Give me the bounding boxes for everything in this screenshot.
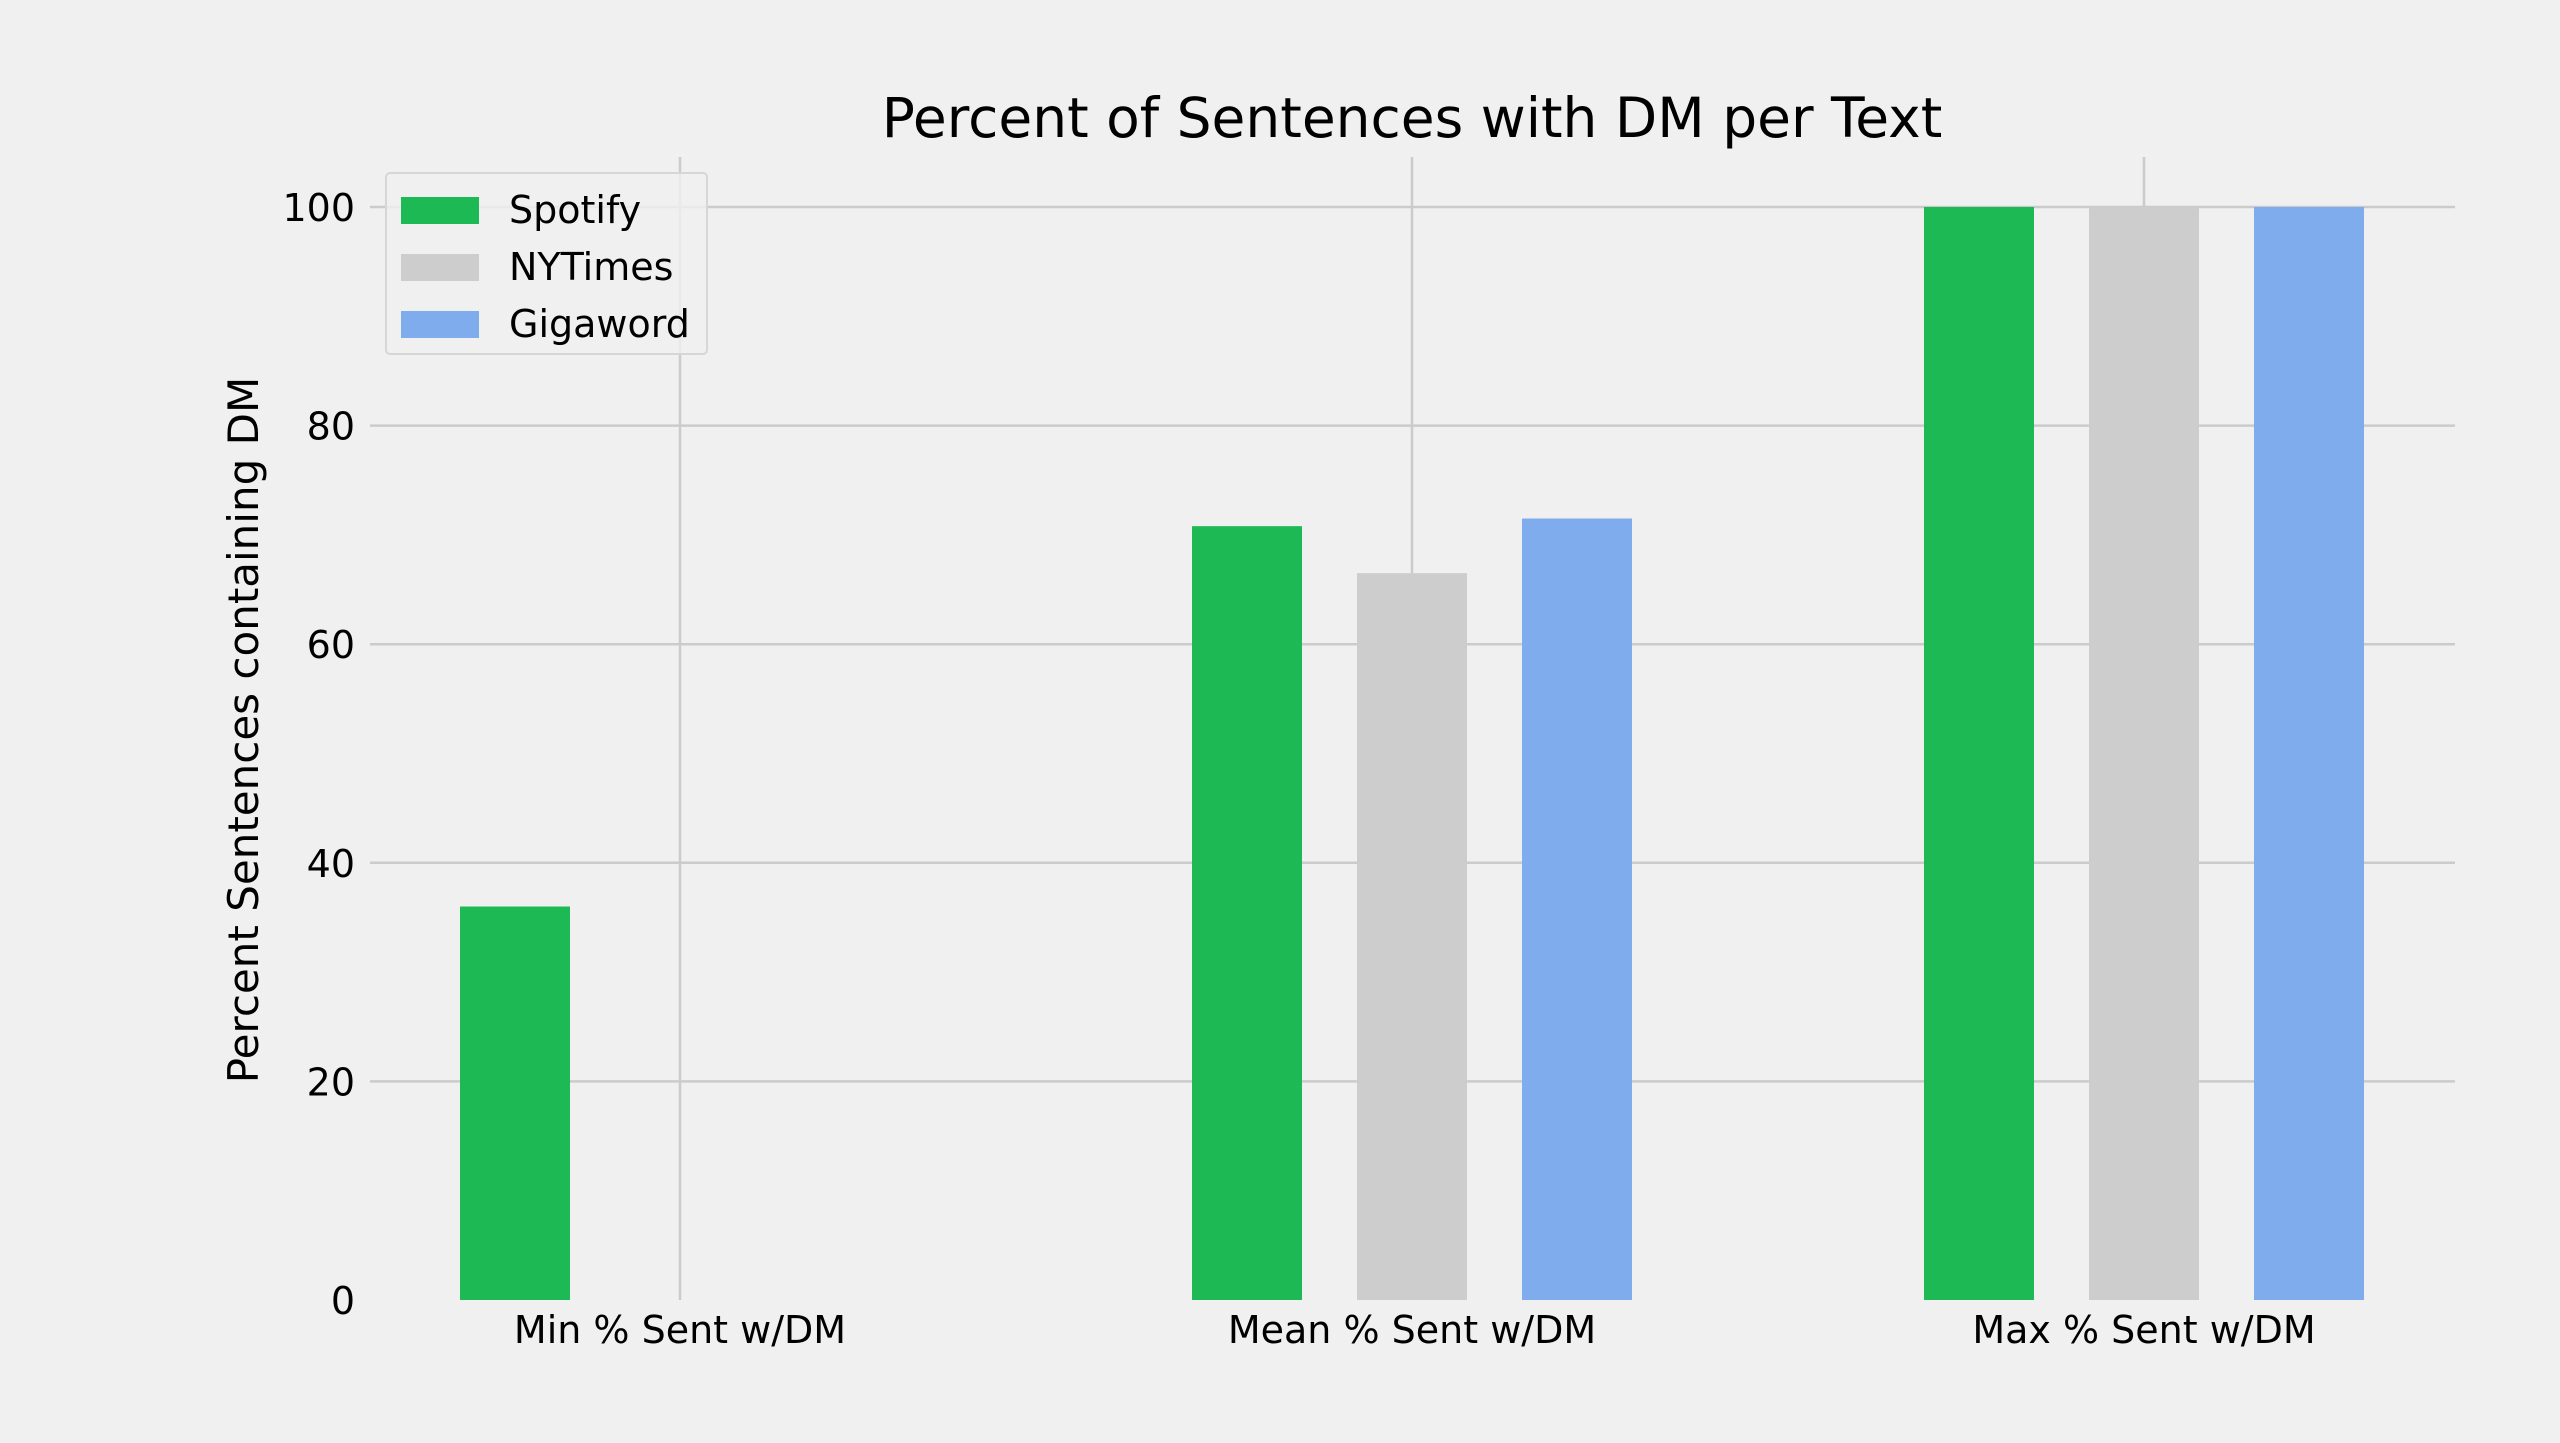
bar-gigaword — [2254, 207, 2364, 1300]
legend-swatch — [401, 196, 479, 224]
y-tick-label: 100 — [282, 186, 355, 230]
chart-title: Percent of Sentences with DM per Text — [882, 86, 1943, 150]
bar-spotify — [1924, 207, 2034, 1300]
bar-gigaword — [1522, 518, 1632, 1300]
legend: Spotify NYTimes Gigaword — [385, 172, 708, 355]
y-tick-label: 20 — [307, 1060, 355, 1104]
bars — [460, 207, 2364, 1300]
y-tick-label: 80 — [307, 405, 355, 449]
x-tick-label: Mean % Sent w/DM — [1228, 1308, 1596, 1352]
bar-spotify — [460, 906, 570, 1300]
legend-label: Gigaword — [509, 302, 690, 346]
legend-label: Spotify — [509, 188, 642, 232]
legend-swatch — [401, 310, 479, 338]
legend-item-spotify: Spotify — [401, 188, 642, 232]
bar-nytimes — [2089, 207, 2199, 1300]
x-tick-label: Min % Sent w/DM — [514, 1308, 846, 1352]
y-tick-label: 60 — [307, 623, 355, 667]
y-tick-label: 0 — [331, 1279, 355, 1323]
y-tick-label: 40 — [307, 842, 355, 886]
x-tick-label: Max % Sent w/DM — [1972, 1308, 2315, 1352]
tick-labels: 0 20 40 60 80 100 Min % Sent w/DM Mean % Sent w… — [282, 186, 2315, 1352]
legend-item-nytimes: NYTimes — [401, 245, 674, 289]
legend-swatch — [401, 253, 479, 281]
legend-label: NYTimes — [509, 245, 674, 289]
legend-item-gigaword: Gigaword — [401, 302, 690, 346]
bar-spotify — [1192, 526, 1302, 1300]
bar-nytimes — [1357, 573, 1467, 1300]
y-axis-label: Percent Sentences containing DM — [219, 377, 268, 1083]
